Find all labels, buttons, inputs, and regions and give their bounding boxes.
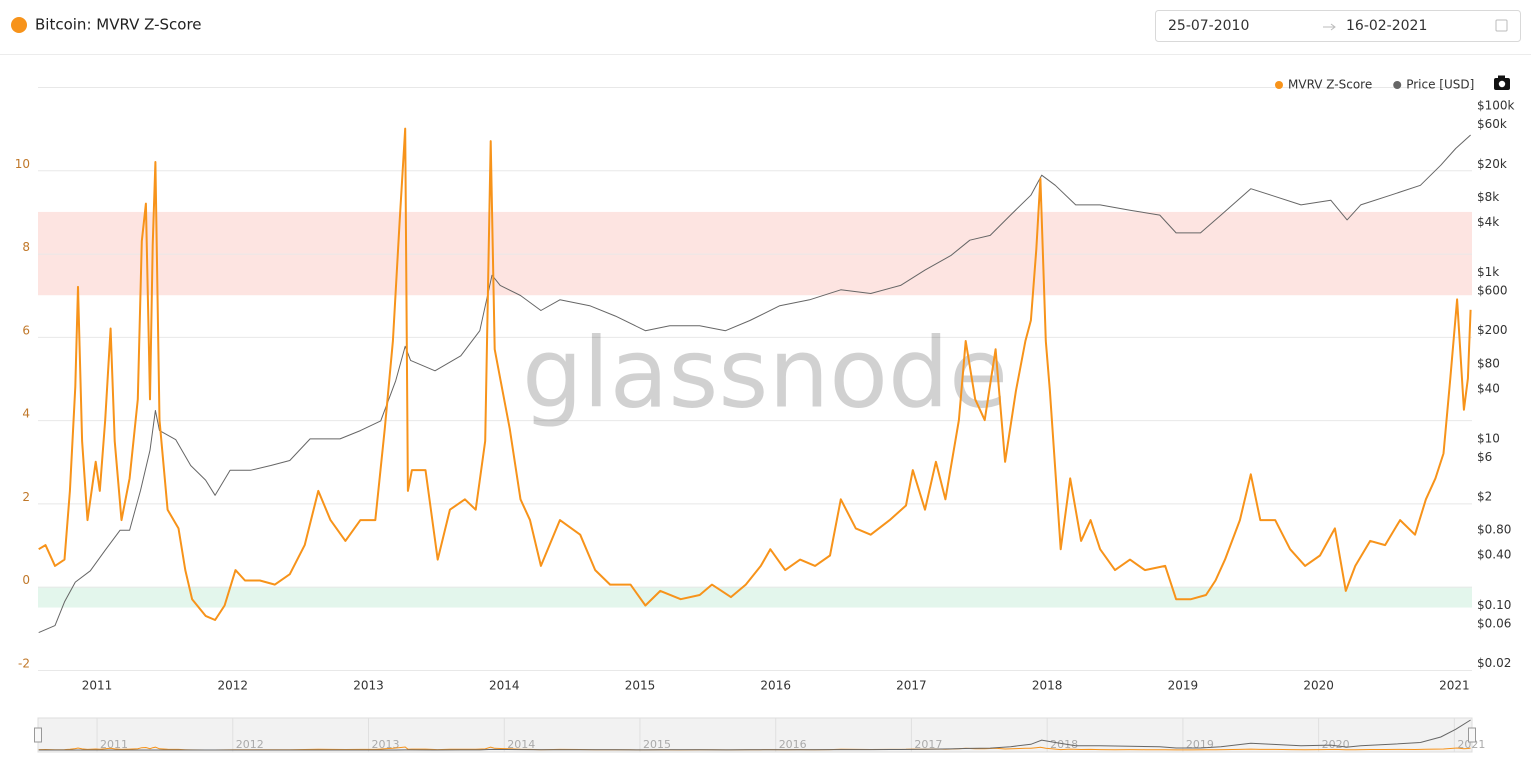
series-line bbox=[38, 134, 1471, 634]
navigator-year: 2013 bbox=[372, 738, 400, 751]
calendar-icon[interactable] bbox=[1495, 19, 1508, 32]
y2-tick-label: $8k bbox=[1477, 190, 1499, 204]
date-from[interactable]: 25-07-2010 bbox=[1168, 18, 1249, 34]
y-tick-label: 6 bbox=[22, 323, 30, 337]
navigator bbox=[37, 717, 1473, 753]
y2-tick-label: $100k bbox=[1477, 99, 1515, 113]
series-line bbox=[38, 127, 1472, 621]
watermark: glassnode bbox=[522, 317, 1008, 429]
y2-tick-label: $4k bbox=[1477, 215, 1499, 229]
navigator-year: 2020 bbox=[1322, 738, 1350, 751]
navigator-handle[interactable] bbox=[34, 727, 42, 743]
date-range-picker[interactable] bbox=[1155, 10, 1521, 42]
y2-tick-label: $600 bbox=[1477, 284, 1508, 298]
x-tick-label: 2019 bbox=[1168, 679, 1199, 693]
y-tick-label: 4 bbox=[22, 407, 30, 421]
y2-tick-label: $1k bbox=[1477, 265, 1499, 279]
navigator-year: 2021 bbox=[1457, 738, 1485, 751]
y2-tick-label: $20k bbox=[1477, 157, 1507, 171]
y-tick-label: 10 bbox=[15, 157, 30, 171]
y2-tick-label: $0.10 bbox=[1477, 598, 1511, 612]
legend-label: MVRV Z-Score bbox=[1288, 78, 1372, 92]
date-to[interactable]: 16-02-2021 bbox=[1346, 18, 1427, 34]
y2-tick-label: $0.40 bbox=[1477, 548, 1511, 562]
legend-swatch bbox=[1393, 81, 1402, 89]
x-tick-label: 2018 bbox=[1032, 679, 1063, 693]
zone-band bbox=[38, 586, 1472, 608]
navigator-year: 2019 bbox=[1186, 738, 1214, 751]
x-tick-label: 2017 bbox=[896, 679, 927, 693]
y2-tick-label: $80 bbox=[1477, 356, 1500, 370]
x-tick-label: 2014 bbox=[489, 679, 520, 693]
x-tick-label: 2013 bbox=[353, 679, 384, 693]
y2-tick-label: $10 bbox=[1477, 431, 1500, 445]
y2-tick-label: $60k bbox=[1477, 117, 1507, 131]
navigator-year: 2018 bbox=[1050, 738, 1078, 751]
legend-swatch bbox=[1275, 81, 1283, 89]
navigator-year: 2017 bbox=[914, 738, 942, 751]
y-tick-label: 0 bbox=[22, 573, 30, 587]
x-tick-label: 2011 bbox=[82, 679, 113, 693]
y2-tick-label: $0.02 bbox=[1477, 656, 1511, 670]
y2-tick-label: $200 bbox=[1477, 323, 1508, 337]
y2-tick-label: $40 bbox=[1477, 381, 1500, 395]
navigator-year: 2012 bbox=[236, 738, 264, 751]
x-tick-label: 2016 bbox=[760, 679, 791, 693]
camera-icon[interactable] bbox=[1494, 75, 1510, 91]
y-tick-label: -2 bbox=[18, 657, 30, 671]
navigator-year: 2011 bbox=[100, 738, 128, 751]
y2-tick-label: $0.80 bbox=[1477, 523, 1511, 537]
navigator-line bbox=[38, 719, 1471, 751]
chart-title: Bitcoin: MVRV Z-Score bbox=[35, 16, 202, 34]
y2-tick-label: $6 bbox=[1477, 450, 1492, 464]
y-tick-label: 2 bbox=[22, 490, 30, 504]
navigator-handle[interactable] bbox=[1468, 727, 1476, 743]
x-tick-label: 2020 bbox=[1303, 679, 1334, 693]
x-tick-label: 2012 bbox=[218, 679, 249, 693]
navigator-year: 2015 bbox=[643, 738, 671, 751]
y2-tick-label: $0.06 bbox=[1477, 616, 1511, 630]
navigator-year: 2016 bbox=[779, 738, 807, 751]
y-tick-label: 8 bbox=[22, 240, 30, 254]
x-tick-label: 2015 bbox=[625, 679, 656, 693]
legend-label: Price [USD] bbox=[1406, 78, 1474, 92]
bitcoin-icon bbox=[11, 17, 27, 33]
y2-tick-label: $2 bbox=[1477, 490, 1492, 504]
range-arrow bbox=[1323, 23, 1336, 31]
x-tick-label: 2021 bbox=[1439, 679, 1470, 693]
navigator-year: 2014 bbox=[507, 738, 535, 751]
